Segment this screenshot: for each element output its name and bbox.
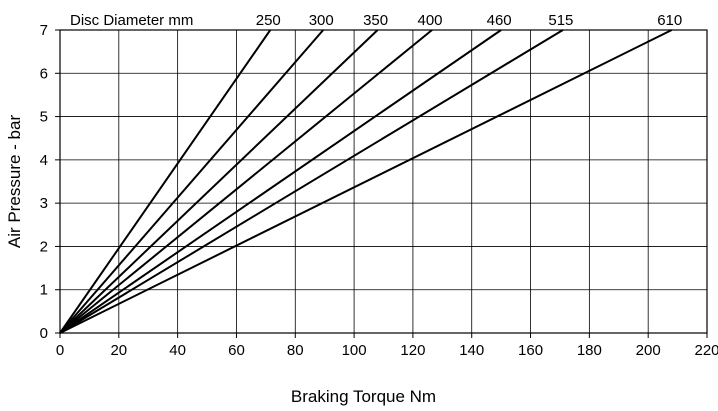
x-tick-label: 220 bbox=[694, 342, 718, 359]
series-labels: 250 300 350 400 460 515 610 bbox=[256, 12, 682, 29]
grid bbox=[59, 29, 708, 334]
x-tick-label: 200 bbox=[636, 342, 661, 359]
x-tick-label: 100 bbox=[342, 342, 367, 359]
x-tick-label: 80 bbox=[287, 342, 304, 359]
series-label-250: 250 bbox=[256, 12, 281, 29]
x-tick-label: 140 bbox=[459, 342, 484, 359]
y-tick-labels: 0 1 2 3 4 5 6 7 bbox=[40, 22, 60, 342]
x-tick-label: 0 bbox=[56, 342, 64, 359]
x-tick-labels: 0 20 40 60 80 100 120 140 160 180 200 220 bbox=[56, 333, 718, 359]
y-tick-label: 3 bbox=[40, 195, 48, 212]
x-tick-label: 120 bbox=[400, 342, 425, 359]
series-label-515: 515 bbox=[548, 12, 573, 29]
x-tick-label: 20 bbox=[110, 342, 127, 359]
y-tick-label: 1 bbox=[40, 282, 48, 299]
series-label-400: 400 bbox=[418, 12, 443, 29]
y-tick-label: 7 bbox=[40, 22, 48, 39]
y-tick-label: 5 bbox=[40, 109, 48, 126]
y-tick-label: 2 bbox=[40, 238, 48, 255]
series-label-460: 460 bbox=[487, 12, 512, 29]
series-line-515 bbox=[59, 29, 564, 334]
series-label-350: 350 bbox=[363, 12, 388, 29]
y-tick-label: 4 bbox=[40, 152, 48, 169]
series-label-header: Disc Diameter mm bbox=[70, 12, 193, 29]
series-lines bbox=[59, 29, 673, 334]
x-tick-label: 60 bbox=[228, 342, 245, 359]
x-tick-label: 40 bbox=[169, 342, 186, 359]
series-line-400 bbox=[59, 29, 433, 334]
x-axis-title: Braking Torque Nm bbox=[291, 387, 436, 406]
x-tick-label: 180 bbox=[577, 342, 602, 359]
series-label-610: 610 bbox=[657, 12, 682, 29]
series-line-300 bbox=[59, 29, 324, 334]
series-label-300: 300 bbox=[309, 12, 334, 29]
series-line-250 bbox=[59, 29, 272, 334]
series-line-350 bbox=[59, 29, 379, 334]
series-line-460 bbox=[59, 29, 502, 334]
x-tick-label: 160 bbox=[518, 342, 543, 359]
y-tick-label: 6 bbox=[40, 65, 48, 82]
series-line-610 bbox=[59, 29, 673, 334]
y-axis-title: Air Pressure - bar bbox=[5, 115, 24, 249]
plot-frame bbox=[59, 29, 708, 334]
y-tick-label: 0 bbox=[40, 325, 48, 342]
